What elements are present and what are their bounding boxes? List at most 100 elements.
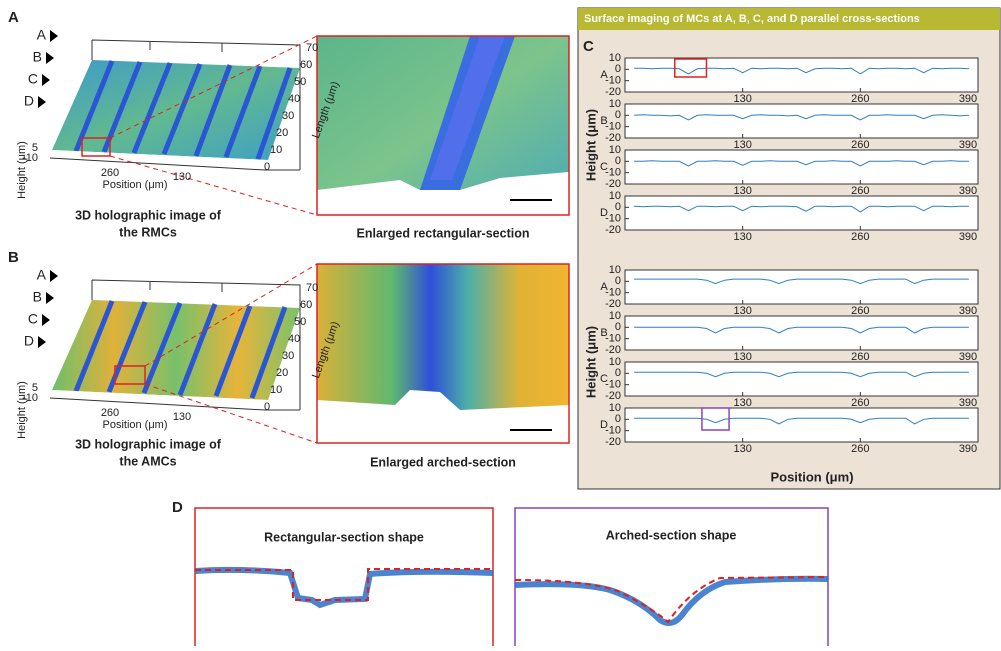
- height-label: Height (μm): [16, 381, 28, 439]
- profile-line: [634, 160, 969, 167]
- y-tick-label: 0: [615, 367, 621, 379]
- x-tick-label: 130: [733, 231, 751, 243]
- y-tick-label: 0: [615, 321, 621, 333]
- x-tick-label: 390: [959, 443, 977, 455]
- y-tick-label: 10: [609, 356, 621, 368]
- y-tick-label: 10: [609, 190, 621, 202]
- profile-line: [634, 114, 969, 121]
- y-tick-label: 0: [615, 201, 621, 213]
- length-tick: 20: [276, 127, 288, 139]
- x-tick-label: 130: [733, 185, 751, 197]
- rect-fit: [195, 568, 493, 601]
- y-tick-label: 10: [609, 264, 621, 276]
- caption: the AMCs: [119, 454, 176, 468]
- shape-title: Rectangular-section shape: [264, 530, 424, 544]
- caption: Enlarged arched-section: [370, 455, 516, 469]
- x-tick-label: 390: [959, 231, 977, 243]
- row-marker: A: [37, 27, 47, 43]
- row-marker: A: [37, 267, 47, 283]
- y-axis-label: Height (μm): [583, 326, 598, 398]
- length-tick: 50: [294, 76, 306, 88]
- y-tick-label: 0: [615, 109, 621, 121]
- height-tick: 5: [32, 382, 38, 394]
- profile-line: [634, 371, 969, 378]
- row-label: C: [600, 373, 608, 385]
- position-tick: 260: [101, 407, 119, 419]
- row-arrow: [42, 74, 50, 86]
- 3d-image-b: [49, 279, 301, 411]
- plot-area: [624, 195, 979, 231]
- y-tick-label: 10: [609, 310, 621, 322]
- row-marker: B: [33, 49, 42, 65]
- arched-profile: [514, 575, 829, 627]
- y-tick-label: -10: [605, 213, 621, 225]
- zoom-line: [144, 383, 318, 444]
- y-tick-label: 0: [615, 275, 621, 287]
- x-tick-label: 130: [733, 397, 751, 409]
- length-tick: 30: [282, 350, 294, 362]
- enlarged-image-a: [316, 35, 570, 216]
- height-tick: -10: [22, 152, 38, 164]
- rect-shape-box: [194, 507, 494, 649]
- length-tick: 40: [288, 93, 300, 105]
- y-tick-label: -20: [605, 298, 621, 310]
- row-label: D: [600, 207, 608, 219]
- y-tick-label: 0: [615, 413, 621, 425]
- length-tick: 50: [294, 316, 306, 328]
- y-tick-label: -20: [605, 132, 621, 144]
- caption: 3D holographic image of: [75, 437, 222, 451]
- x-tick-label: 390: [959, 139, 977, 151]
- row-label: A: [600, 69, 608, 81]
- position-tick: 130: [173, 411, 191, 423]
- caption: 3D holographic image of: [75, 208, 222, 222]
- caption: the RMCs: [119, 225, 177, 239]
- plot-area: [624, 269, 979, 305]
- row-arrow: [46, 52, 54, 64]
- row-marker: C: [28, 311, 38, 327]
- x-tick-label: 260: [851, 139, 869, 151]
- x-tick-label: 260: [851, 351, 869, 363]
- plot-area: [624, 57, 979, 93]
- x-tick-label: 260: [851, 93, 869, 105]
- position-label: Position (μm): [102, 179, 167, 191]
- length-tick: 10: [270, 384, 282, 396]
- y-tick-label: -10: [605, 379, 621, 391]
- x-tick-label: 260: [851, 231, 869, 243]
- height-label: Height (μm): [16, 141, 28, 199]
- x-tick-label: 260: [851, 443, 869, 455]
- y-tick-label: -10: [605, 121, 621, 133]
- x-tick-label: 390: [959, 93, 977, 105]
- y-tick-label: 0: [615, 155, 621, 167]
- length-tick: 0: [264, 401, 270, 413]
- y-tick-label: -20: [605, 344, 621, 356]
- row-arrow: [50, 270, 58, 282]
- profile-line: [634, 278, 969, 285]
- length-tick: 60: [300, 59, 312, 71]
- length-tick: 40: [288, 333, 300, 345]
- y-tick-label: 0: [615, 63, 621, 75]
- panel-label: D: [172, 499, 183, 516]
- x-axis-label: Position (μm): [770, 469, 853, 484]
- 3d-image-a: [49, 39, 301, 171]
- x-tick-label: 130: [733, 351, 751, 363]
- panel-label: C: [583, 38, 594, 55]
- profile-line: [634, 67, 969, 75]
- height-tick: -10: [22, 392, 38, 404]
- profile-line: [634, 417, 969, 425]
- x-tick-label: 130: [733, 139, 751, 151]
- panel-label: B: [8, 249, 19, 266]
- row-marker: D: [24, 93, 34, 109]
- x-tick-label: 390: [959, 305, 977, 317]
- plot-area: [624, 361, 979, 397]
- y-tick-label: -20: [605, 224, 621, 236]
- row-label: C: [600, 161, 608, 173]
- y-tick-label: -10: [605, 287, 621, 299]
- y-tick-label: 10: [609, 402, 621, 414]
- row-arrow: [46, 292, 54, 304]
- row-label: A: [600, 281, 608, 293]
- highlight-box: [674, 58, 708, 78]
- y-tick-label: -10: [605, 425, 621, 437]
- panel-c-header: [578, 8, 1000, 30]
- arched-fit: [514, 576, 829, 624]
- plot-area: [624, 315, 979, 351]
